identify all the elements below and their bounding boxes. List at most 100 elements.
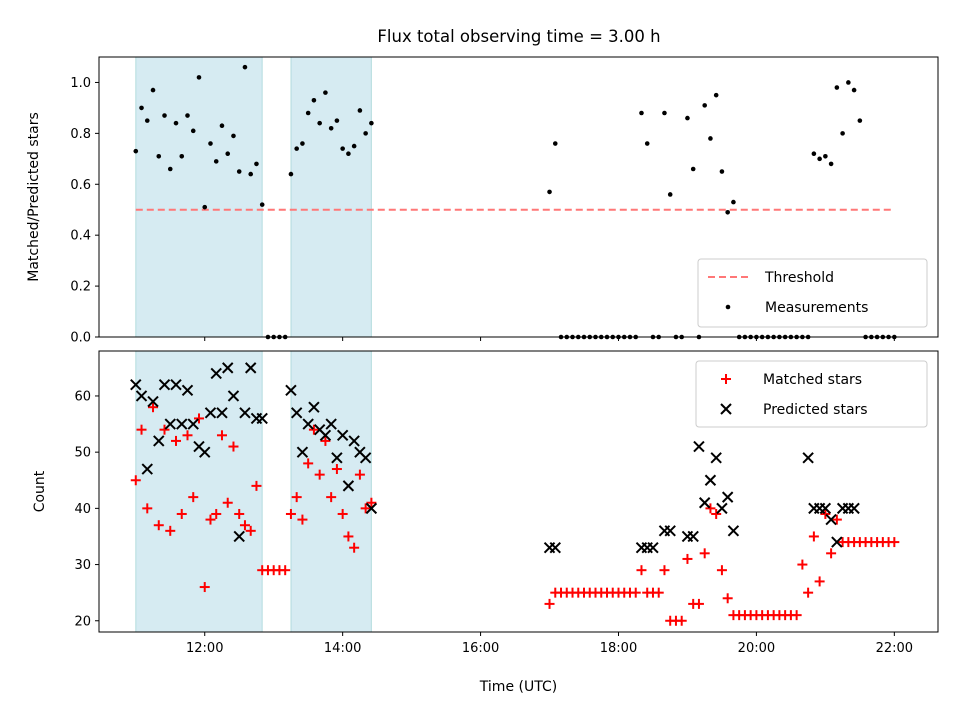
- measurement-point: [644, 141, 650, 146]
- predicted-star-point: [181, 384, 194, 397]
- measurement-point: [667, 192, 673, 197]
- shaded-interval-2: [290, 56, 372, 338]
- predicted-star-point: [331, 452, 343, 464]
- matched-star-point: [659, 565, 670, 576]
- y-tick-label: 50: [74, 446, 91, 461]
- y-tick-label: 0.6: [70, 178, 91, 193]
- matched-star-point: [130, 475, 141, 486]
- legend-measurement-swatch: [725, 304, 731, 310]
- predicted-stars-points: [130, 362, 860, 554]
- measurement-point: [311, 97, 317, 103]
- predicted-star-point: [342, 480, 355, 492]
- predicted-star-point: [204, 407, 217, 419]
- measurement-point: [713, 92, 719, 98]
- legend-measurements-label: Measurements: [765, 300, 868, 316]
- measurement-point: [547, 189, 552, 195]
- measurement-point: [552, 141, 558, 146]
- matched-star-point: [222, 497, 233, 508]
- matched-star-point: [343, 531, 354, 542]
- shaded-interval-1: [135, 350, 263, 633]
- measurement-point: [846, 80, 851, 85]
- predicted-star-point: [647, 541, 659, 554]
- predicted-star-point: [319, 429, 332, 442]
- bottom-x-axis: 12:00 14:00 16:00 18:00 20:00 22:00: [186, 632, 913, 656]
- bottom-axes-frame: [98, 350, 939, 633]
- predicted-star-point: [348, 435, 360, 447]
- predicted-star-point: [365, 502, 378, 515]
- matched-star-point: [716, 565, 727, 576]
- predicted-star-point: [336, 429, 349, 442]
- matched-star-point: [234, 508, 245, 519]
- measurement-point: [173, 120, 179, 126]
- top-x-tick-marks: [204, 337, 895, 341]
- measurement-point: [690, 166, 696, 172]
- matched-star-point: [676, 615, 687, 626]
- matched-star-point: [705, 503, 716, 514]
- matched-star-point: [280, 565, 291, 576]
- measurement-point: [144, 118, 150, 123]
- measurement-point: [662, 110, 667, 116]
- measurement-point: [213, 159, 219, 164]
- predicted-star-point: [141, 463, 153, 475]
- measurement-point: [334, 118, 340, 123]
- legend-matched-label: Matched stars: [763, 372, 862, 388]
- predicted-star-point: [710, 452, 722, 464]
- y-tick-label: 0.8: [70, 127, 91, 142]
- predicted-star-point: [664, 525, 676, 537]
- matched-star-point: [285, 508, 296, 519]
- predicted-star-point: [176, 418, 188, 430]
- measurement-point: [840, 131, 845, 136]
- matched-star-point: [211, 508, 222, 519]
- bottom-y-axis-label: Count: [32, 470, 48, 512]
- matched-star-point: [216, 430, 227, 441]
- matched-star-point: [326, 492, 337, 503]
- matched-star-point: [239, 520, 250, 531]
- matched-star-point: [159, 424, 170, 435]
- measurement-point: [357, 108, 363, 113]
- measurement-point: [196, 75, 202, 80]
- matched-star-point: [193, 413, 204, 424]
- measurement-point: [328, 125, 334, 131]
- measurement-point: [185, 113, 190, 118]
- y-tick-label: 40: [74, 502, 91, 517]
- matched-stars-points: [130, 402, 900, 626]
- matched-star-point: [814, 576, 825, 587]
- matched-star-point: [653, 587, 664, 598]
- measurement-point: [731, 199, 736, 205]
- predicted-star-point: [698, 497, 711, 509]
- measurement-point: [719, 169, 725, 174]
- matched-star-point: [360, 503, 371, 514]
- measurement-point: [369, 120, 374, 126]
- bottom-legend: Matched stars Predicted stars: [695, 360, 928, 428]
- legend-matched-marker: [721, 374, 731, 384]
- predicted-star-point: [290, 407, 303, 419]
- predicted-star-point: [285, 384, 297, 397]
- predicted-star-point: [164, 418, 176, 430]
- matched-star-point: [308, 424, 319, 435]
- top-y-axis: 0.0 0.2 0.4 0.6 0.8 1.0: [70, 76, 99, 346]
- predicted-star-point: [302, 418, 314, 430]
- measurement-point: [834, 85, 840, 90]
- matched-star-point: [722, 593, 733, 604]
- matched-star-point: [199, 582, 210, 593]
- measurement-point: [323, 90, 328, 95]
- matched-star-point: [171, 435, 182, 446]
- measurement-point: [639, 110, 644, 116]
- matched-star-point: [820, 508, 831, 519]
- matched-star-point: [711, 508, 722, 519]
- matched-star-point: [136, 424, 147, 435]
- y-tick-label: 0.4: [70, 229, 91, 244]
- measurement-point: [817, 156, 822, 162]
- measurement-point: [294, 146, 299, 151]
- matched-star-point: [205, 514, 216, 525]
- measurement-point: [248, 171, 254, 177]
- predicted-star-point: [153, 435, 165, 447]
- matched-star-point: [176, 508, 187, 519]
- matched-star-point: [297, 514, 308, 525]
- predicted-star-point: [130, 379, 142, 391]
- predicted-star-point: [158, 379, 171, 391]
- matched-star-point: [291, 492, 302, 503]
- legend-predicted-label: Predicted stars: [763, 402, 868, 418]
- measurement-point: [857, 118, 863, 123]
